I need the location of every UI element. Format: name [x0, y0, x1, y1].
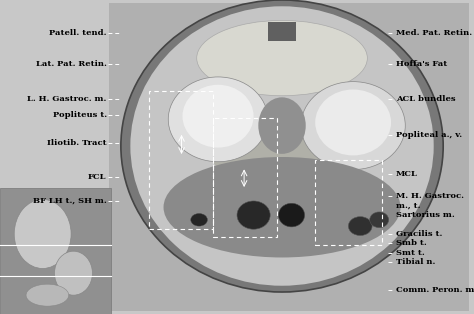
Bar: [149, 91, 213, 229]
Bar: [0, 188, 111, 314]
Text: M. H. Gastroc.: M. H. Gastroc.: [396, 192, 464, 200]
Ellipse shape: [278, 203, 304, 227]
Bar: [315, 160, 382, 245]
Text: Sartorius m.: Sartorius m.: [396, 211, 455, 219]
Text: Gracilis t.: Gracilis t.: [396, 230, 442, 238]
Text: ACL bundles: ACL bundles: [396, 95, 456, 103]
Text: L. H. Gastroc. m.: L. H. Gastroc. m.: [27, 95, 107, 103]
Ellipse shape: [130, 6, 434, 286]
Ellipse shape: [348, 217, 372, 236]
Ellipse shape: [258, 97, 306, 154]
Ellipse shape: [14, 199, 71, 268]
Text: Iliotib. Tract: Iliotib. Tract: [47, 139, 107, 147]
Text: MCL: MCL: [396, 170, 418, 178]
Ellipse shape: [315, 89, 391, 155]
Text: Popliteal a., v.: Popliteal a., v.: [396, 131, 462, 139]
Ellipse shape: [211, 133, 353, 181]
Ellipse shape: [197, 20, 367, 96]
Bar: [109, 3, 469, 311]
Ellipse shape: [237, 201, 270, 229]
Text: Med. Pat. Retin.: Med. Pat. Retin.: [396, 29, 472, 37]
Ellipse shape: [191, 214, 207, 226]
Text: Tibial n.: Tibial n.: [396, 258, 435, 266]
Text: Smt t.: Smt t.: [396, 249, 425, 257]
Text: Lat. Pat. Retin.: Lat. Pat. Retin.: [36, 60, 107, 68]
Ellipse shape: [164, 157, 401, 257]
Text: Hoffa's Fat: Hoffa's Fat: [396, 60, 447, 68]
Ellipse shape: [301, 82, 405, 170]
Ellipse shape: [55, 251, 92, 295]
Text: Popliteus t.: Popliteus t.: [53, 111, 107, 119]
Ellipse shape: [370, 212, 389, 228]
Text: Smb t.: Smb t.: [396, 239, 427, 247]
Bar: [213, 118, 277, 237]
Text: Patell. tend.: Patell. tend.: [49, 29, 107, 37]
Text: FCL: FCL: [88, 173, 107, 181]
Ellipse shape: [168, 77, 268, 162]
Text: Comm. Peron. m.: Comm. Peron. m.: [396, 286, 474, 295]
Bar: [268, 22, 296, 41]
Ellipse shape: [182, 85, 254, 148]
Text: BF LH t., SH m.: BF LH t., SH m.: [33, 197, 107, 205]
Ellipse shape: [26, 284, 69, 306]
Text: m., t.: m., t.: [396, 202, 420, 210]
Ellipse shape: [121, 0, 443, 292]
